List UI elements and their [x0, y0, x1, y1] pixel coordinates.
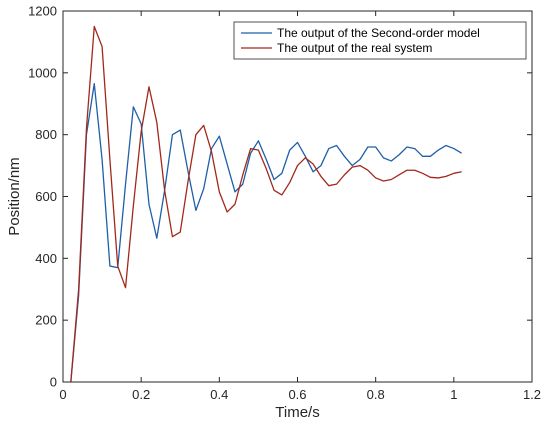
- plot-background: [63, 11, 532, 382]
- x-tick-label: 0.8: [367, 387, 385, 402]
- legend-label-2: The output of the real system: [277, 41, 432, 55]
- series-line-1: [70, 83, 462, 383]
- legend: The output of the Second-order modelThe …: [233, 21, 527, 60]
- axes-layer: 0 0.2 0.4 0.6 0.8 1 1.2 0 200 400 600 800 1000 1200: [28, 4, 541, 403]
- y-axis-label: Position/nm: [6, 157, 23, 235]
- legend-label-1: The output of the Second-order model: [277, 26, 480, 40]
- x-tick-label: 0.6: [288, 387, 306, 402]
- x-tick-label: 0.2: [132, 387, 150, 402]
- y-tick-label: 800: [35, 127, 57, 142]
- y-tick-label: 200: [35, 313, 57, 328]
- y-tick-label: 600: [35, 189, 57, 204]
- y-tick-label: 1000: [28, 65, 57, 80]
- x-tick-label: 1: [450, 387, 457, 402]
- x-axis-label: Time/s: [275, 404, 319, 421]
- series-line-2: [70, 25, 462, 383]
- legend-box: [233, 21, 527, 60]
- x-tick-label: 1.2: [523, 387, 541, 402]
- plot-area: [63, 11, 532, 382]
- y-tick-label: 0: [50, 375, 57, 390]
- series-layer: [70, 25, 462, 383]
- y-tick-label: 1200: [28, 4, 57, 19]
- x-tick-label: 0: [59, 387, 66, 402]
- y-tick-label: 400: [35, 251, 57, 266]
- x-tick-label: 0.4: [210, 387, 228, 402]
